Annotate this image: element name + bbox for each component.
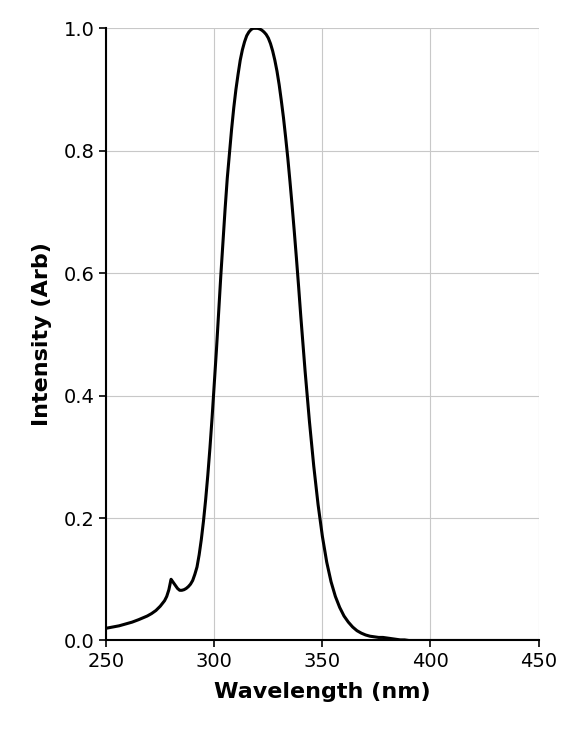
- X-axis label: Wavelength (nm): Wavelength (nm): [214, 683, 431, 703]
- Y-axis label: Intensity (Arb): Intensity (Arb): [32, 243, 53, 427]
